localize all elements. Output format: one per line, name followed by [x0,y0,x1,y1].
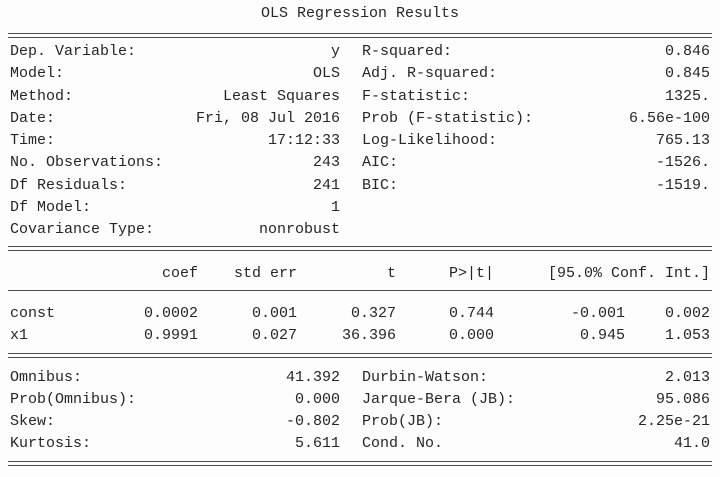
coef-header: coef [161,265,198,282]
diagnostic-label: Prob(JB): [362,413,444,430]
diagnostic-value: 2.013 [664,369,710,386]
info-label: Date: [10,110,56,127]
info-value: nonrobust [258,221,340,238]
single-rule-coef-header [8,290,712,291]
variable-name: x1 [10,327,29,344]
info-value: 17:12:33 [267,132,340,149]
info-value: OLS [312,65,340,82]
coef-table-row-x1: x1 0.9991 0.027 36.396 0.000 0.945 1.053 [10,325,710,347]
conf-int-low: -0.001 [570,305,625,322]
info-row: Model: OLS Adj. R-squared: 0.845 [10,63,710,85]
diagnostic-label: Omnibus: [10,369,83,386]
info-label: Adj. R-squared: [362,65,498,82]
info-value: 6.56e-100 [628,110,710,127]
info-label: AIC: [362,154,399,171]
info-label: Covariance Type: [10,221,155,238]
info-value: Fri, 08 Jul 2016 [195,110,340,127]
info-label: Dep. Variable: [10,43,137,60]
info-row: Df Model: 1 [10,197,710,219]
std-err-value: 0.001 [251,305,297,322]
variable-name: const [10,305,56,322]
t-header: t [386,265,396,282]
diagnostic-value: 41.0 [673,435,710,452]
diagnostic-label: Kurtosis: [10,435,92,452]
coef-value: 0.9991 [143,327,198,344]
info-label: No. Observations: [10,154,164,171]
info-value: 243 [312,154,340,171]
info-row: Covariance Type: nonrobust [10,219,710,241]
info-value: Least Squares [222,88,340,105]
info-label: Model: [10,65,65,82]
t-value: 36.396 [341,327,396,344]
diagnostic-label: Prob(Omnibus): [10,391,137,408]
std-err-header: std err [233,265,297,282]
info-row: Dep. Variable: y R-squared: 0.846 [10,41,710,63]
info-label: Log-Likelihood: [362,132,498,149]
info-label: Time: [10,132,56,149]
info-value: 765.13 [655,132,710,149]
p-value: 0.744 [448,305,494,322]
info-label: F-statistic: [362,88,471,105]
info-label: Method: [10,88,74,105]
info-label: BIC: [362,177,399,194]
double-rule-coef-top [8,246,712,251]
info-row: Df Residuals: 241 BIC: -1519. [10,175,710,197]
conf-int-high: 0.002 [664,305,710,322]
t-value: 0.327 [350,305,396,322]
info-value: 1 [330,199,340,216]
info-value: -1519. [655,177,710,194]
diagnostics-row: Skew: -0.802 Prob(JB): 2.25e-21 [10,411,710,433]
std-err-value: 0.027 [251,327,297,344]
diagnostic-label: Jarque-Bera (JB): [362,391,516,408]
info-value: -1526. [655,154,710,171]
diagnostic-value: 0.000 [294,391,340,408]
diagnostic-label: Cond. No. [362,435,444,452]
info-value: 241 [312,177,340,194]
diagnostic-value: 5.611 [294,435,340,452]
info-row: Method: Least Squares F-statistic: 1325. [10,86,710,108]
conf-int-header: [95.0% Conf. Int.] [547,265,710,282]
info-value: 1325. [664,88,710,105]
diagnostic-value: 2.25e-21 [637,413,710,430]
conf-int-high: 1.053 [664,327,710,344]
info-label: R-squared: [362,43,453,60]
p-value-header: P>|t| [448,265,494,282]
info-row: Date: Fri, 08 Jul 2016 Prob (F-statistic… [10,108,710,130]
diagnostic-value: -0.802 [285,413,340,430]
coef-table-row-const: const 0.0002 0.001 0.327 0.744 -0.001 0.… [10,303,710,325]
diagnostics-row: Omnibus: 41.392 Durbin-Watson: 2.013 [10,367,710,389]
double-rule-diagnostics-top [8,353,712,358]
coef-value: 0.0002 [143,305,198,322]
info-label: Df Residuals: [10,177,128,194]
conf-int-low: 0.945 [579,327,625,344]
info-label: Df Model: [10,199,92,216]
info-label: Prob (F-statistic): [362,110,534,127]
double-rule-top [8,33,712,38]
diagnostic-value: 41.392 [285,369,340,386]
diagnostics-row: Kurtosis: 5.611 Cond. No. 41.0 [10,433,710,455]
info-value: 0.846 [664,43,710,60]
report-title: OLS Regression Results [260,5,460,22]
diagnostic-label: Durbin-Watson: [362,369,489,386]
double-rule-bottom [8,461,712,466]
diagnostic-label: Skew: [10,413,56,430]
diagnostics-row: Prob(Omnibus): 0.000 Jarque-Bera (JB): 9… [10,389,710,411]
diagnostic-value: 95.086 [655,391,710,408]
info-value: y [330,43,340,60]
info-row: No. Observations: 243 AIC: -1526. [10,152,710,174]
coef-header-row: coef std err t P>|t| [95.0% Conf. Int.] [10,263,710,285]
info-value: 0.845 [664,65,710,82]
info-row: Time: 17:12:33 Log-Likelihood: 765.13 [10,130,710,152]
p-value: 0.000 [448,327,494,344]
